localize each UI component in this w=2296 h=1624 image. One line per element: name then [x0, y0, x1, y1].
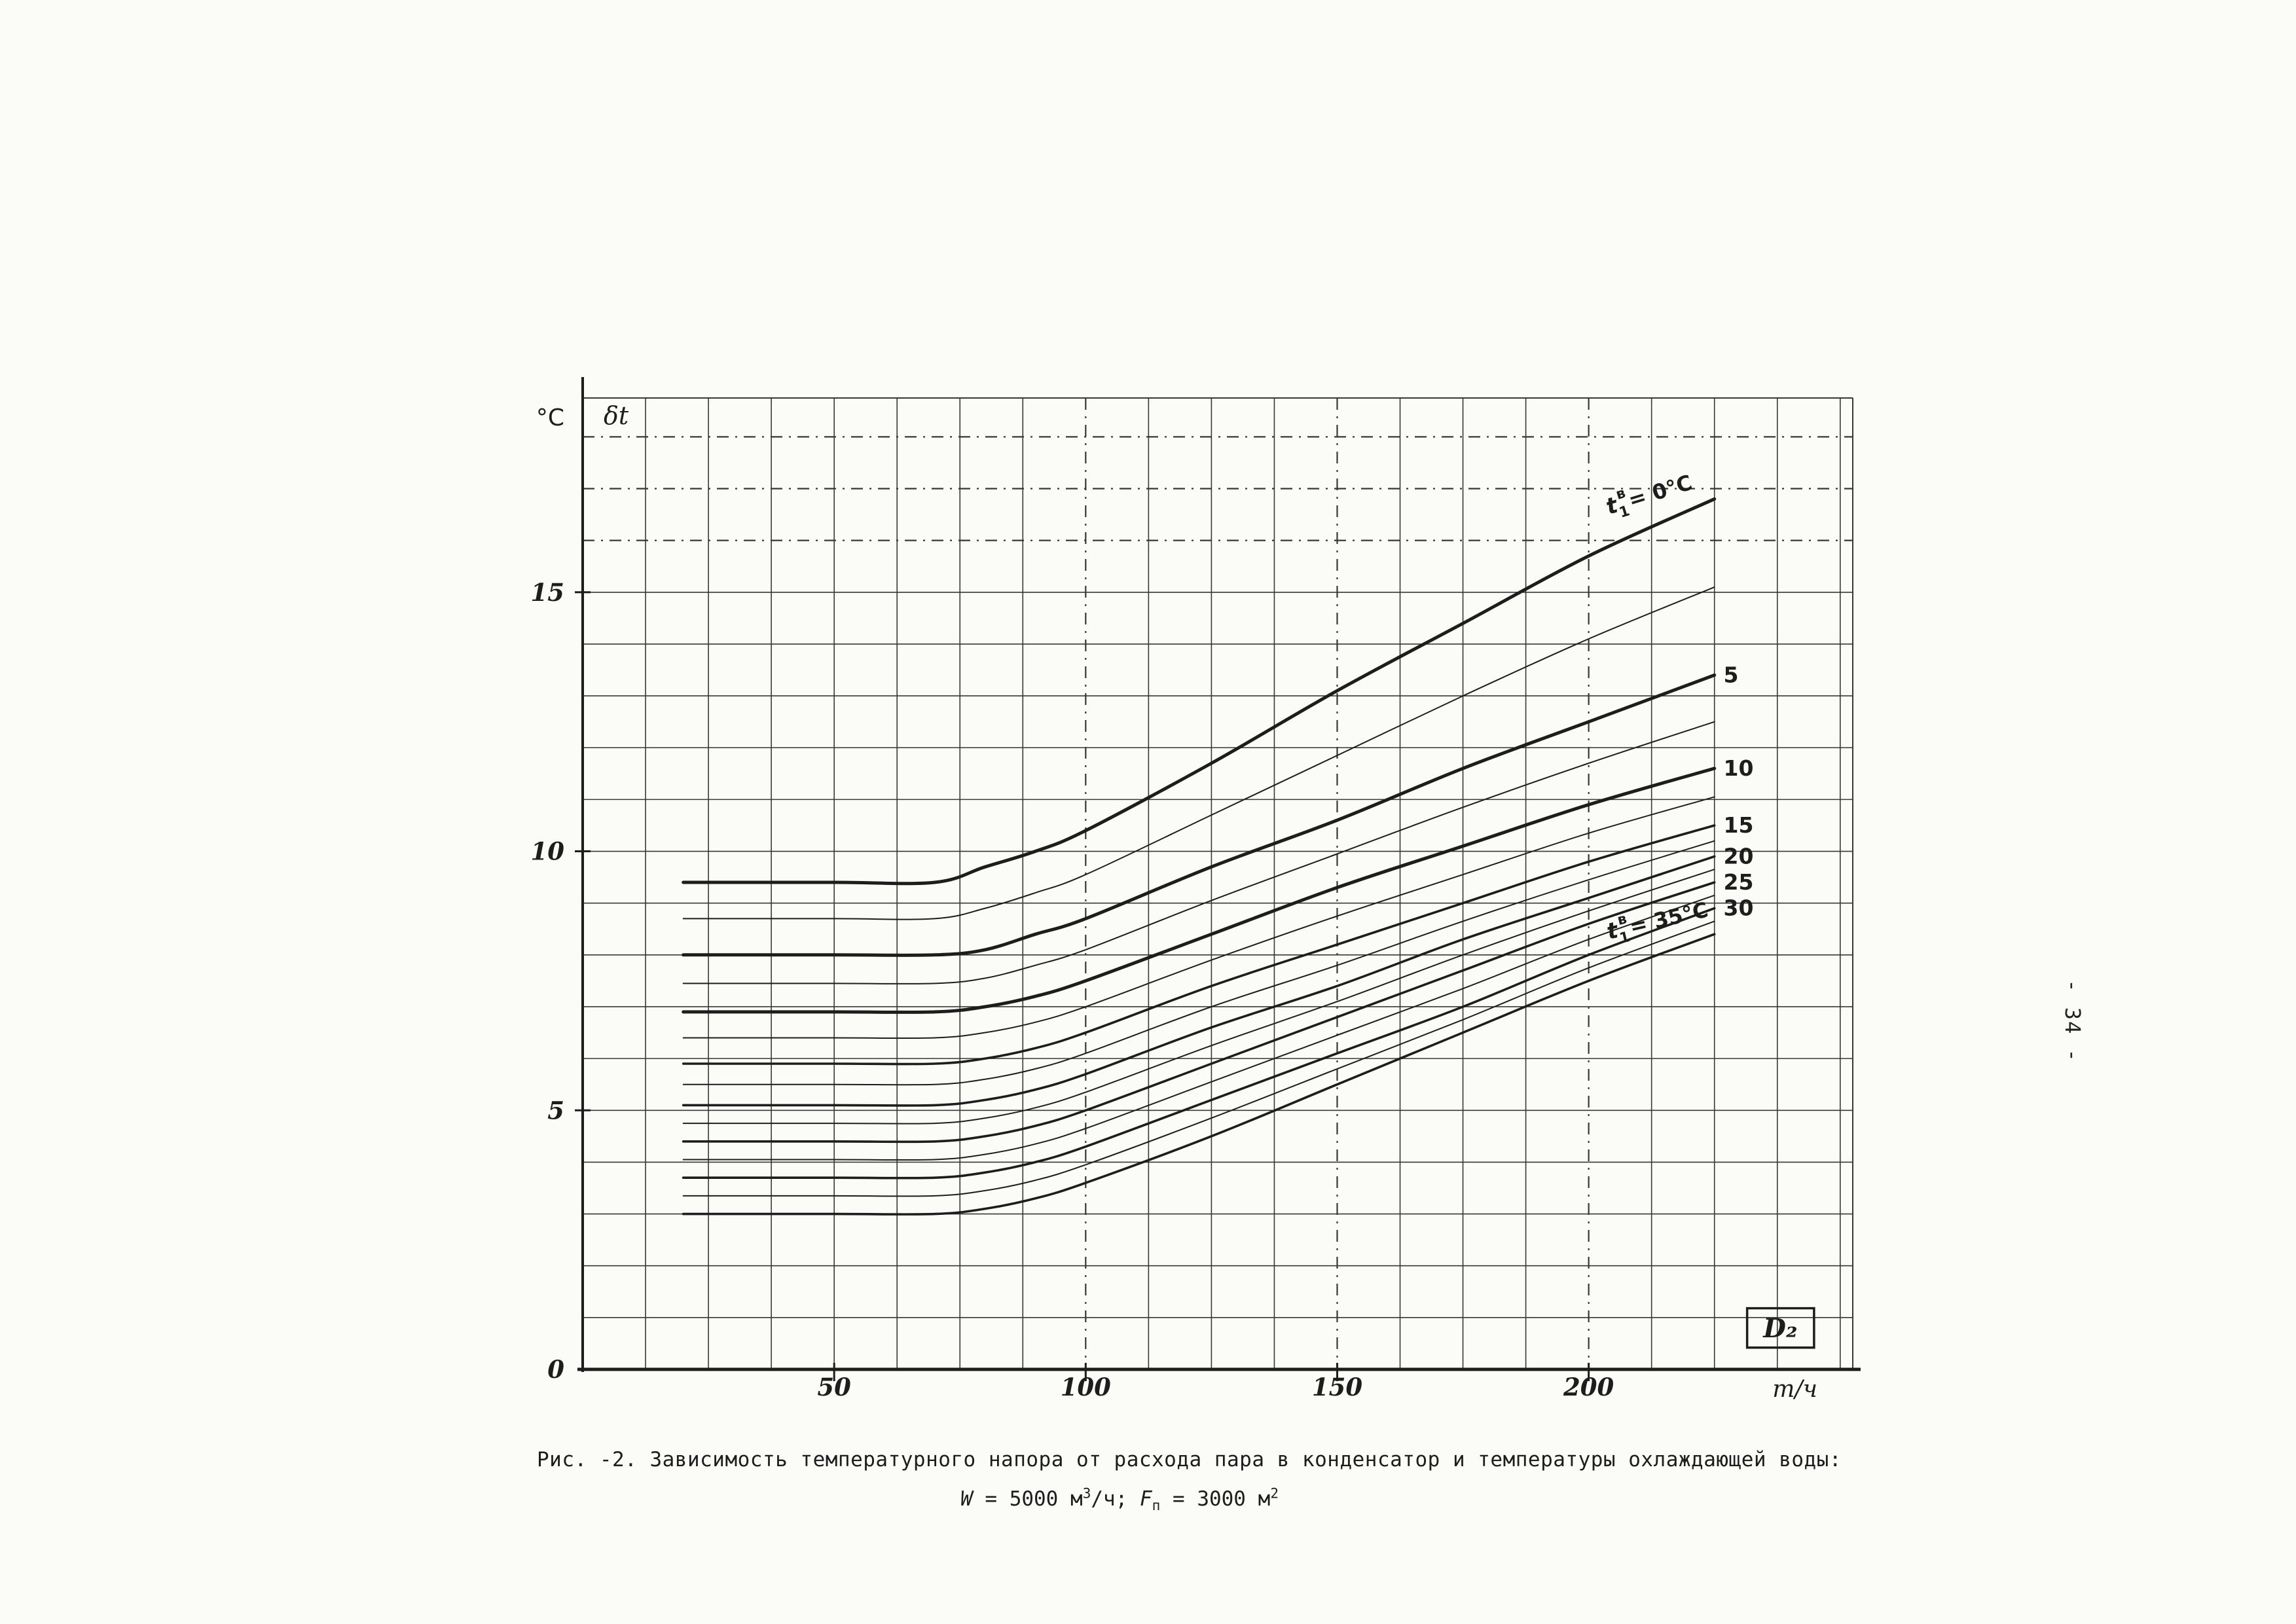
- y-tick-label: 15: [531, 578, 565, 607]
- x-symbol-box: D₂: [1745, 1307, 1815, 1349]
- caption-sup-2: 2: [1270, 1486, 1279, 1502]
- x-axis-symbol: D₂: [1762, 1313, 1797, 1344]
- caption-sup-3: 3: [1082, 1486, 1091, 1502]
- caption-sub-p: п: [1152, 1498, 1161, 1514]
- curve-intermediate-0: [682, 586, 1715, 920]
- curve-end-label-25: 25: [1724, 869, 1754, 895]
- curve-t1-0: [682, 497, 1717, 886]
- curve-end-label-15: 15: [1724, 812, 1754, 838]
- curve-intermediate-6: [682, 920, 1715, 1197]
- curve-intermediate-3: [682, 840, 1715, 1086]
- x-axis-unit: т/ч: [1772, 1376, 1817, 1403]
- y-tick-label: 0: [547, 1355, 564, 1384]
- page-number: - 34 -: [2060, 979, 2085, 1063]
- x-tick-label: 200: [1563, 1373, 1614, 1401]
- curve-end-label-10: 10: [1724, 755, 1754, 781]
- curve-t1-35: [682, 933, 1716, 1216]
- curve-t1-20: [682, 855, 1716, 1107]
- grid: [583, 397, 1853, 1369]
- curve-intermediate-2: [682, 796, 1715, 1039]
- curve-intermediate-4: [682, 869, 1715, 1125]
- x-tick-label: 150: [1312, 1373, 1362, 1401]
- chart-svg: 50 100 150 200 0 5 10 15 °C δt т/ч D₂ t1в= 0°C 5 10 15 2…: [531, 377, 1861, 1403]
- y-axis-symbol: δt: [604, 401, 629, 430]
- curve-t1-15: [682, 824, 1716, 1066]
- curve-t1-10: [682, 767, 1717, 1014]
- x-symbol-frame: [1745, 1307, 1815, 1349]
- caption-line1: Рис. -2. Зависимость температурного напо…: [537, 1448, 1842, 1471]
- intermediate-curves: [682, 586, 1715, 1197]
- curve-intermediate-1: [682, 721, 1715, 984]
- x-tick-label: 100: [1061, 1373, 1111, 1401]
- curve-t1-5: [682, 673, 1717, 957]
- curve-end-label-30: 30: [1724, 895, 1754, 921]
- curve-end-label-5: 5: [1724, 662, 1739, 687]
- y-axis-unit: °C: [536, 405, 564, 431]
- caption-symbol-f: F: [1140, 1487, 1152, 1511]
- curve-end-label-20: 20: [1724, 843, 1754, 869]
- axes: [575, 377, 1861, 1381]
- curve-intermediate-5: [682, 894, 1715, 1161]
- figure-chart: 50 100 150 200 0 5 10 15 °C δt т/ч D₂ t1в= 0°C 5 10 15 2…: [517, 340, 2023, 1420]
- caption-seg3: = 3000 м: [1160, 1487, 1271, 1511]
- x-tick-label: 50: [817, 1373, 851, 1401]
- caption-seg1: = 5000 м: [972, 1487, 1083, 1511]
- caption-seg2: /ч;: [1091, 1487, 1140, 1511]
- caption-symbol-w: W: [960, 1487, 973, 1511]
- curve-t1-30: [682, 907, 1716, 1180]
- curve-t1-25: [682, 881, 1716, 1144]
- caption-line2: W = 5000 м3/ч; Fп = 3000 м2: [537, 1479, 1925, 1519]
- y-tick-label: 10: [531, 837, 565, 866]
- axis-labels: 50 100 150 200 0 5 10 15 °C δt т/ч: [531, 401, 1817, 1403]
- y-tick-label: 5: [547, 1096, 564, 1125]
- figure-caption: Рис. -2. Зависимость температурного напо…: [537, 1440, 1925, 1520]
- curve-label-rotated: t1в= 0°C: [1602, 465, 1697, 524]
- curves: [682, 497, 1717, 1216]
